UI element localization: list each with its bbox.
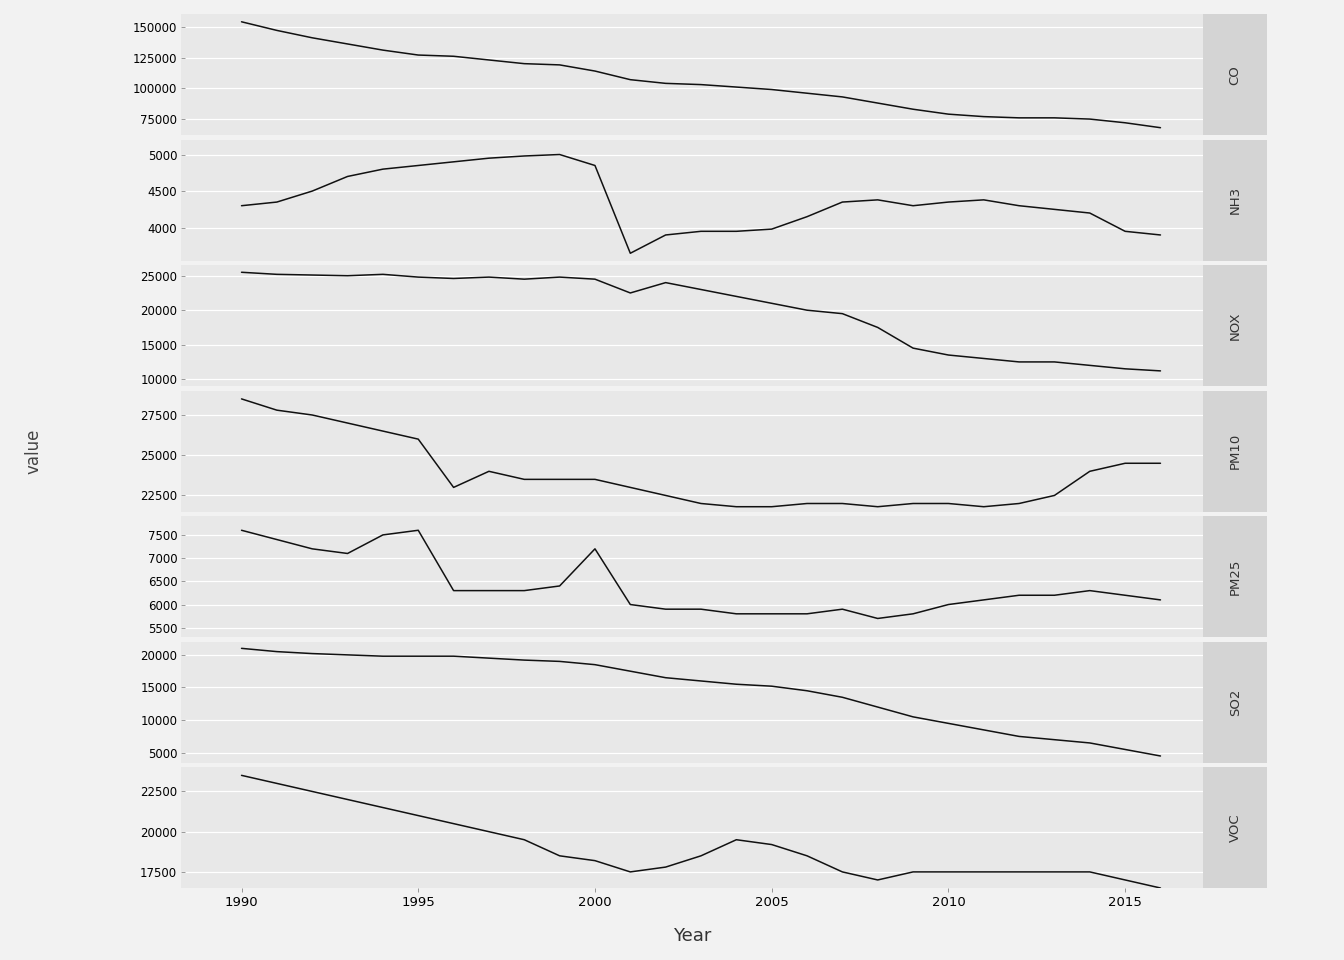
Text: NOX: NOX [1228, 311, 1242, 340]
Text: NH3: NH3 [1228, 186, 1242, 214]
Text: PM10: PM10 [1228, 433, 1242, 469]
Text: SO2: SO2 [1228, 688, 1242, 716]
Text: CO: CO [1228, 65, 1242, 84]
Text: VOC: VOC [1228, 813, 1242, 842]
Text: value: value [24, 428, 43, 474]
Text: PM25: PM25 [1228, 559, 1242, 595]
Text: Year: Year [673, 927, 711, 945]
